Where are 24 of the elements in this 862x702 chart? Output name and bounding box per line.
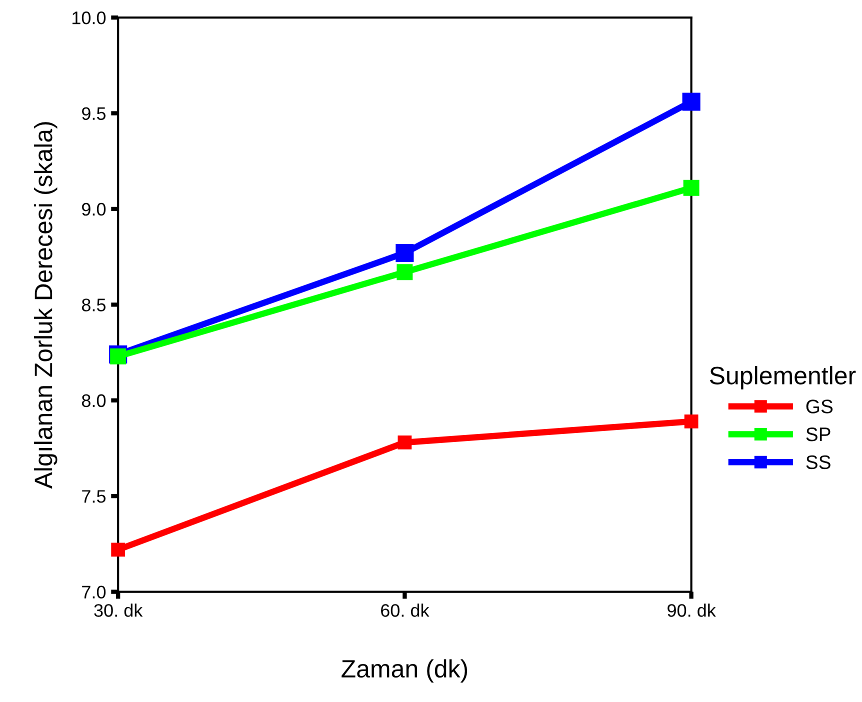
- y-axis-title: Algılanan Zorluk Derecesi (skala): [34, 122, 58, 489]
- x-axis-title: Zaman (dk): [342, 659, 468, 683]
- point: [111, 542, 126, 557]
- point: [398, 436, 412, 450]
- y-tick-label: 9.0: [82, 202, 106, 216]
- x-tick-label: 30. dk: [94, 604, 143, 617]
- point: [396, 264, 413, 280]
- legend-label: SS: [806, 455, 830, 470]
- point: [683, 180, 700, 196]
- legend-label: GS: [806, 400, 833, 414]
- point: [110, 348, 126, 364]
- legend-title: Suplementler: [710, 366, 856, 390]
- y-tick-label: 9.5: [82, 107, 106, 120]
- y-tick-label: 10.0: [72, 11, 106, 24]
- legend-label: SP: [806, 427, 830, 442]
- x-tick-label: 60. dk: [381, 604, 430, 617]
- y-tick-label: 7.0: [82, 586, 106, 599]
- y-tick-label: 7.5: [82, 490, 106, 503]
- x-tick-label: 90. dk: [668, 604, 716, 617]
- y-tick-label: 8.0: [82, 394, 106, 408]
- point: [684, 414, 698, 428]
- point: [682, 92, 700, 111]
- y-tick-label: 8.5: [82, 298, 106, 312]
- point: [396, 244, 414, 262]
